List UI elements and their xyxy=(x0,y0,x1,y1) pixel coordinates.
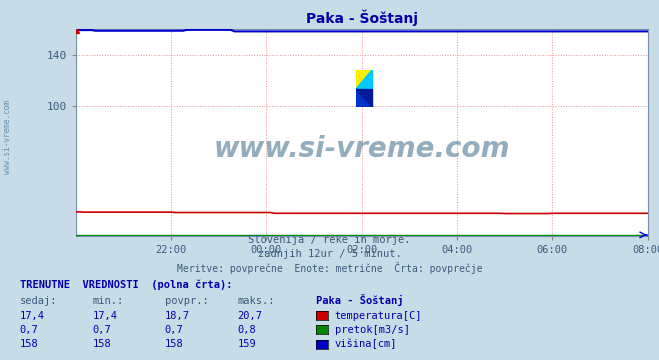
Polygon shape xyxy=(356,70,372,89)
Text: TRENUTNE  VREDNOSTI  (polna črta):: TRENUTNE VREDNOSTI (polna črta): xyxy=(20,279,232,290)
Text: 18,7: 18,7 xyxy=(165,311,190,321)
Text: višina[cm]: višina[cm] xyxy=(335,339,397,350)
Text: Paka - Šoštanj: Paka - Šoštanj xyxy=(316,294,404,306)
Text: www.si-vreme.com: www.si-vreme.com xyxy=(214,135,510,163)
Text: min.:: min.: xyxy=(92,296,123,306)
Text: 0,8: 0,8 xyxy=(237,325,256,335)
Text: www.si-vreme.com: www.si-vreme.com xyxy=(3,100,13,174)
Text: sedaj:: sedaj: xyxy=(20,296,57,306)
Text: 159: 159 xyxy=(237,339,256,350)
Text: maks.:: maks.: xyxy=(237,296,275,306)
Text: pretok[m3/s]: pretok[m3/s] xyxy=(335,325,410,335)
Polygon shape xyxy=(356,89,372,107)
Text: 0,7: 0,7 xyxy=(165,325,183,335)
Text: zadnjih 12ur / 5 minut.: zadnjih 12ur / 5 minut. xyxy=(258,249,401,260)
Text: temperatura[C]: temperatura[C] xyxy=(335,311,422,321)
Text: Slovenija / reke in morje.: Slovenija / reke in morje. xyxy=(248,235,411,245)
Text: 17,4: 17,4 xyxy=(20,311,45,321)
Text: 0,7: 0,7 xyxy=(20,325,38,335)
Text: povpr.:: povpr.: xyxy=(165,296,208,306)
Polygon shape xyxy=(356,89,372,107)
Text: 158: 158 xyxy=(165,339,183,350)
Polygon shape xyxy=(356,70,372,89)
Text: 158: 158 xyxy=(92,339,111,350)
Text: 0,7: 0,7 xyxy=(92,325,111,335)
Polygon shape xyxy=(356,70,372,89)
Text: 158: 158 xyxy=(20,339,38,350)
Title: Paka - Šoštanj: Paka - Šoštanj xyxy=(306,10,418,26)
Text: 20,7: 20,7 xyxy=(237,311,262,321)
Text: 17,4: 17,4 xyxy=(92,311,117,321)
Text: Meritve: povprečne  Enote: metrične  Črta: povprečje: Meritve: povprečne Enote: metrične Črta:… xyxy=(177,262,482,274)
